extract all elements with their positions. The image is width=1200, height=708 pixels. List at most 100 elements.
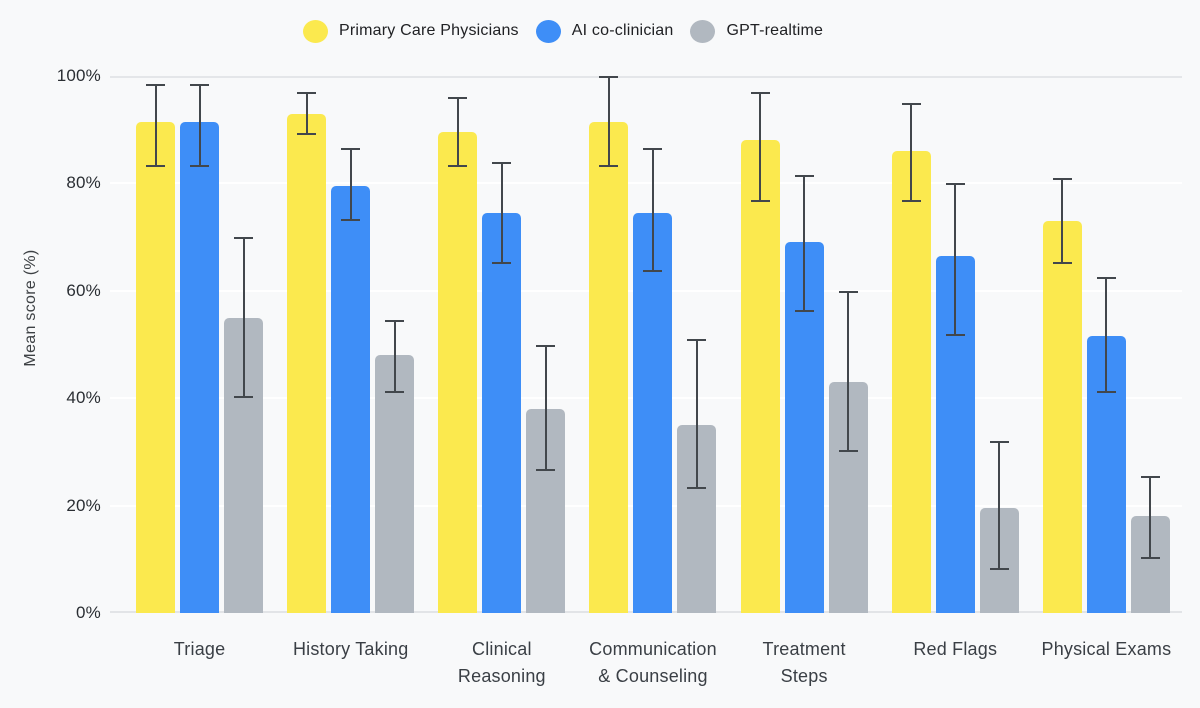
error-bar-cap-top <box>492 161 512 164</box>
error-bar-cap-top <box>989 441 1009 444</box>
error-bar <box>154 84 157 168</box>
error-bar-cap-top <box>838 290 858 293</box>
plot-area <box>110 76 1182 613</box>
x-axis-label-clinical-reasoning: Clinical Reasoning <box>426 636 577 690</box>
bar-primary-care-physicians <box>891 151 931 613</box>
error-bar <box>910 102 913 203</box>
error-bar <box>1149 476 1152 560</box>
bar-slot <box>1130 76 1170 613</box>
legend-marker-ai-co-clinician <box>535 19 561 43</box>
y-axis-title: Mean score (%) <box>22 249 39 367</box>
bar-slot <box>438 76 478 613</box>
error-bar-cap-top <box>794 175 814 178</box>
y-tick-label: 60% <box>66 280 101 300</box>
bar-ai-co-clinician <box>180 121 220 613</box>
error-bar-cap-bottom <box>643 270 663 272</box>
bar-primary-care-physicians <box>740 140 780 613</box>
y-tick-label: 20% <box>66 495 101 515</box>
error-bar-cap-top <box>234 237 254 240</box>
bar-primary-care-physicians <box>438 132 478 613</box>
bar-group-clinical-reasoning <box>426 76 577 613</box>
error-bar-cap-bottom <box>750 200 770 203</box>
legend-item-ai-co-clinician: AI co-clinician <box>535 19 674 43</box>
bar-primary-care-physicians <box>287 113 327 613</box>
x-axis-labels: Triage History Taking Clinical Reasoning Com… <box>110 636 1182 690</box>
error-bar <box>803 175 806 313</box>
bar-primary-care-physicians <box>589 121 629 613</box>
error-bar-cap-bottom <box>989 568 1009 571</box>
bars-row <box>110 76 1182 613</box>
bar-group-treatment-steps <box>729 76 880 613</box>
error-bar <box>544 344 547 471</box>
bar-slot <box>180 76 220 613</box>
x-axis-label-line: Red Flags <box>913 639 998 659</box>
error-bar <box>607 76 610 168</box>
error-bar-cap-bottom <box>599 165 619 168</box>
error-bar-cap-top <box>1052 178 1072 181</box>
error-bar-cap-top <box>190 84 210 87</box>
error-bar <box>954 183 957 337</box>
error-bar <box>305 92 308 136</box>
error-bar <box>695 339 698 490</box>
error-bar-cap-bottom <box>234 396 254 399</box>
x-axis-label-history-taking: History Taking <box>275 636 426 690</box>
bar-slot <box>375 76 415 613</box>
error-bar-cap-top <box>599 76 619 78</box>
error-bar <box>198 84 201 168</box>
bar-slot <box>482 76 522 613</box>
y-tick-label: 80% <box>66 173 101 193</box>
error-bar <box>847 290 850 452</box>
error-bar <box>1061 178 1064 264</box>
error-bar-cap-bottom <box>190 165 210 168</box>
bar-slot <box>136 76 176 613</box>
error-bar-cap-top <box>687 339 707 342</box>
error-bar-cap-bottom <box>945 334 965 337</box>
error-bar-cap-bottom <box>901 200 921 203</box>
bar-slot <box>1042 76 1082 613</box>
error-bar-cap-top <box>448 97 468 100</box>
x-axis-label-line: Communication <box>589 639 717 659</box>
bar-slot <box>224 76 264 613</box>
bar-slot <box>677 76 717 613</box>
bar-ai-co-clinician <box>331 186 371 613</box>
legend-marker-primary-care-physicians <box>303 19 328 43</box>
bar-slot <box>287 76 327 613</box>
error-bar-cap-top <box>297 92 317 95</box>
bar-slot <box>891 76 931 613</box>
error-bar-cap-top <box>536 344 556 347</box>
legend-label: GPT-realtime <box>726 22 824 39</box>
bar-group-physical-exams <box>1031 76 1182 613</box>
error-bar-cap-bottom <box>1096 390 1116 393</box>
error-bar <box>759 92 762 203</box>
x-axis-label-triage: Triage <box>124 636 275 690</box>
bar-slot <box>589 76 629 613</box>
y-tick-label: 0% <box>76 603 101 622</box>
x-axis-label-line: Physical Exams <box>1041 639 1172 659</box>
bar-ai-co-clinician <box>482 212 522 613</box>
bar-slot <box>1086 76 1126 613</box>
x-axis-label-line: Clinical <box>472 639 532 659</box>
bar-slot <box>633 76 673 613</box>
bar-slot <box>740 76 780 613</box>
bar-slot <box>526 76 566 613</box>
error-bar-cap-top <box>385 320 405 323</box>
x-axis-label-red-flags: Red Flags <box>880 636 1031 690</box>
bar-slot <box>331 76 371 613</box>
error-bar-cap-bottom <box>838 449 858 452</box>
error-bar <box>349 148 352 221</box>
bar-slot <box>784 76 824 613</box>
x-axis-label-line: Treatment <box>762 639 846 659</box>
x-axis-label-line: Reasoning <box>457 666 546 686</box>
y-tick-label: 40% <box>66 388 101 408</box>
bar-ai-co-clinician <box>633 212 673 613</box>
legend-label: AI co-clinician <box>571 22 674 39</box>
bar-group-communication-counseling <box>577 76 728 613</box>
bar-primary-care-physicians <box>136 121 176 613</box>
x-axis-label-line: History Taking <box>292 639 409 659</box>
error-bar-cap-bottom <box>794 310 814 313</box>
error-bar-cap-bottom <box>536 468 556 471</box>
error-bar-cap-top <box>146 84 166 87</box>
error-bar-cap-top <box>643 148 663 151</box>
error-bar-cap-top <box>901 102 921 105</box>
error-bar-cap-bottom <box>1140 557 1160 560</box>
